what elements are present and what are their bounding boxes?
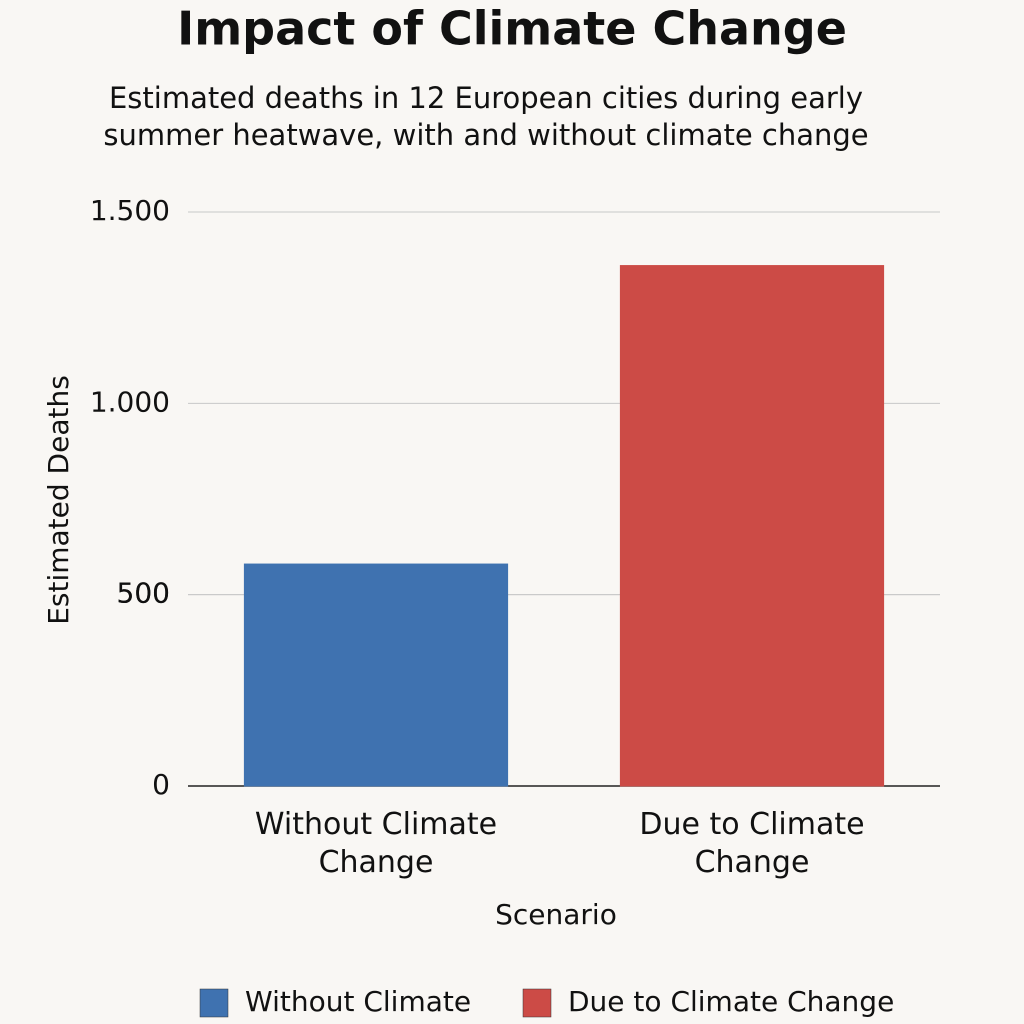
y-tick-label: 500	[117, 577, 170, 610]
y-tick-label: 1.500	[90, 194, 170, 227]
chart-title: Impact of Climate Change	[177, 2, 847, 56]
y-tick-label: 500	[117, 577, 170, 610]
bar	[243, 563, 509, 787]
x-axis-label: Scenario	[495, 898, 617, 931]
legend-swatch	[199, 988, 229, 1018]
y-tick-label: 1.000	[90, 385, 170, 418]
chart-subtitle: Estimated deaths in 12 European cities d…	[109, 81, 863, 115]
chart-subtitle: summer heatwave, with and without climat…	[103, 118, 868, 152]
y-axis-label: Estimated Deaths	[42, 375, 75, 625]
legend-label: Due to Climate Change	[568, 985, 894, 1018]
y-tick-label: 0	[152, 768, 170, 801]
legend-swatch	[522, 988, 552, 1018]
x-tick-label: Without Climate Change	[254, 807, 498, 880]
x-tick-label: Due to Climate Change	[639, 807, 865, 880]
legend-label: Without Climate	[245, 985, 471, 1018]
bar	[619, 265, 885, 787]
